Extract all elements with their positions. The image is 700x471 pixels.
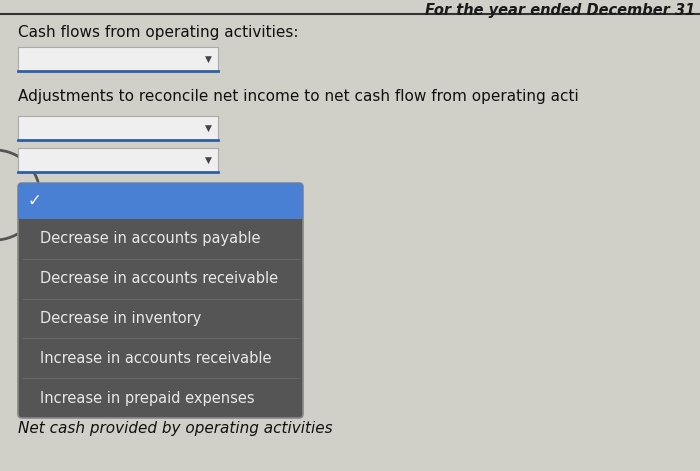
Text: ▼: ▼	[204, 55, 211, 64]
Text: Net cash provided by operating activities: Net cash provided by operating activitie…	[18, 421, 332, 436]
Text: For the year ended December 31: For the year ended December 31	[425, 2, 695, 17]
Bar	[18, 47, 218, 71]
Bar	[18, 148, 218, 172]
Text: Decrease in inventory: Decrease in inventory	[40, 311, 202, 326]
Text: Adjustments to reconcile net income to net cash flow from operating acti: Adjustments to reconcile net income to n…	[18, 89, 579, 104]
Text: ▼: ▼	[204, 155, 211, 164]
Text: Increase in accounts receivable: Increase in accounts receivable	[40, 351, 272, 366]
Text: ✓: ✓	[27, 192, 41, 210]
Bar	[18, 116, 218, 140]
Text: Cash flows from operating activities:: Cash flows from operating activities:	[18, 24, 298, 40]
Text: Decrease in accounts payable: Decrease in accounts payable	[40, 231, 260, 246]
FancyBboxPatch shape	[18, 183, 303, 418]
Text: Increase in prepaid expenses: Increase in prepaid expenses	[40, 390, 255, 406]
Text: ▼: ▼	[204, 123, 211, 132]
FancyBboxPatch shape	[18, 183, 303, 219]
Text: Decrease in accounts receivable: Decrease in accounts receivable	[40, 271, 278, 286]
